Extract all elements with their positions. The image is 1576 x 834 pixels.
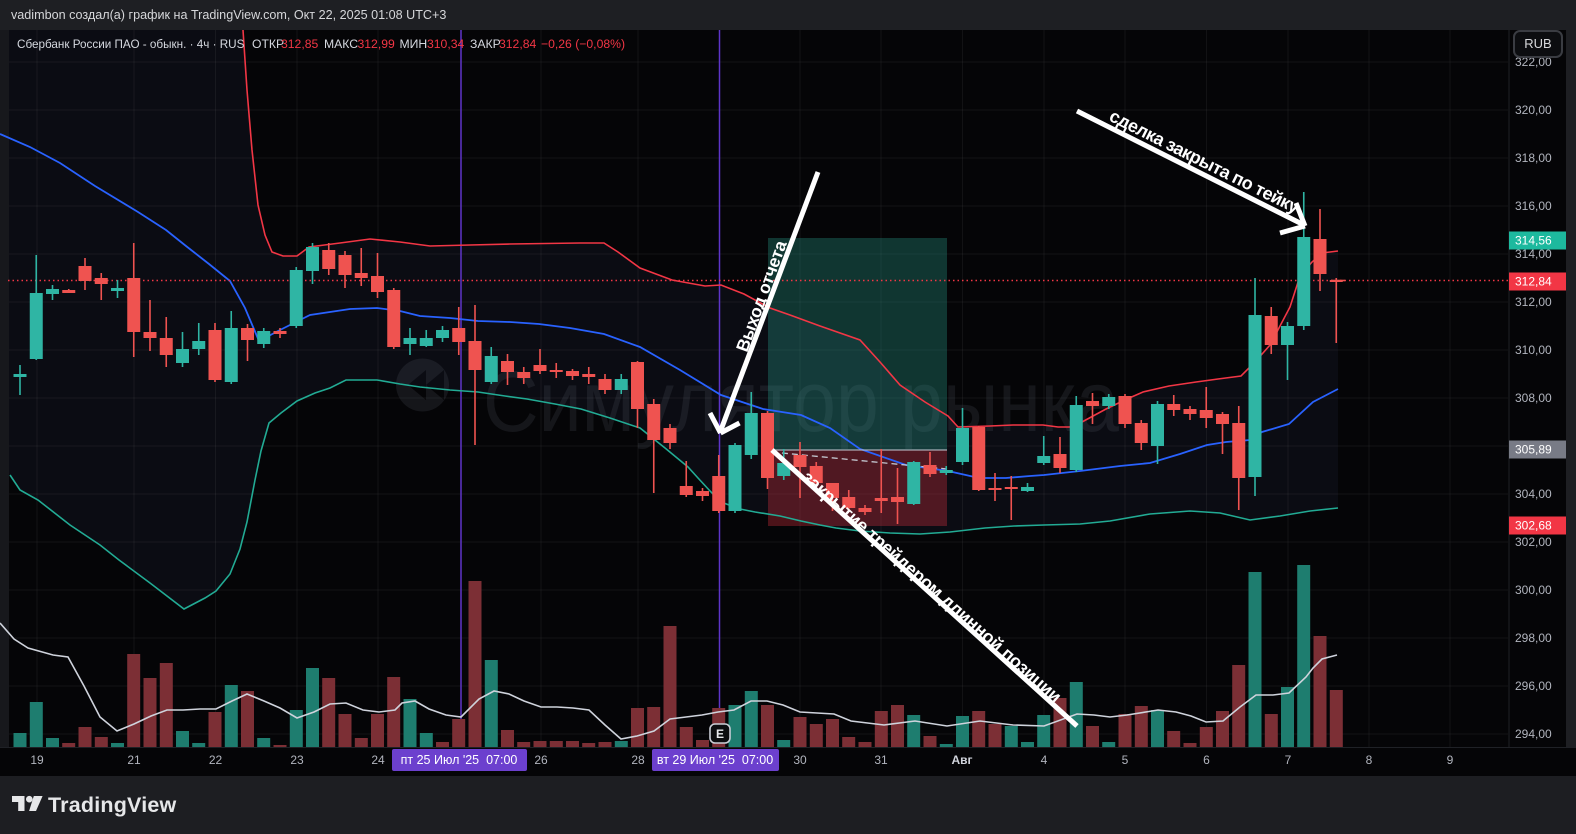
svg-text:302,68: 302,68 — [1515, 519, 1552, 533]
svg-text:308,00: 308,00 — [1515, 391, 1552, 405]
svg-text:312,84: 312,84 — [499, 37, 536, 51]
svg-text:28: 28 — [631, 753, 645, 767]
svg-text:294,00: 294,00 — [1515, 727, 1552, 741]
svg-text:E: E — [716, 727, 724, 741]
svg-text:23: 23 — [290, 753, 304, 767]
svg-text:ОТКР: ОТКР — [252, 37, 284, 51]
svg-text:5: 5 — [1122, 753, 1129, 767]
svg-text:21: 21 — [127, 753, 141, 767]
svg-text:26: 26 — [534, 753, 548, 767]
svg-text:6: 6 — [1203, 753, 1210, 767]
svg-text:30: 30 — [793, 753, 807, 767]
svg-text:Авг: Авг — [951, 753, 972, 767]
svg-text:RUB: RUB — [1524, 36, 1551, 51]
svg-text:пт 25 Июл '25 07:00: пт 25 Июл '25 07:00 — [401, 753, 518, 767]
svg-text:310,00: 310,00 — [1515, 343, 1552, 357]
svg-text:вт 29 Июл '25 07:00: вт 29 Июл '25 07:00 — [657, 753, 773, 767]
svg-text:314,56: 314,56 — [1515, 234, 1552, 248]
svg-text:22: 22 — [209, 753, 223, 767]
svg-text:312,85: 312,85 — [281, 37, 318, 51]
svg-text:316,00: 316,00 — [1515, 199, 1552, 213]
svg-text:8: 8 — [1366, 753, 1373, 767]
svg-text:298,00: 298,00 — [1515, 631, 1552, 645]
svg-text:296,00: 296,00 — [1515, 679, 1552, 693]
svg-text:300,00: 300,00 — [1515, 583, 1552, 597]
svg-text:24: 24 — [371, 753, 385, 767]
svg-text:9: 9 — [1447, 753, 1454, 767]
svg-text:310,34: 310,34 — [427, 37, 464, 51]
svg-text:312,00: 312,00 — [1515, 295, 1552, 309]
svg-text:312,84: 312,84 — [1515, 275, 1552, 289]
svg-text:314,00: 314,00 — [1515, 247, 1552, 261]
svg-text:318,00: 318,00 — [1515, 151, 1552, 165]
svg-text:320,00: 320,00 — [1515, 103, 1552, 117]
svg-text:312,99: 312,99 — [358, 37, 395, 51]
svg-text:19: 19 — [30, 753, 44, 767]
svg-text:TradingView: TradingView — [48, 793, 177, 817]
svg-text:7: 7 — [1285, 753, 1292, 767]
svg-text:322,00: 322,00 — [1515, 55, 1552, 69]
svg-text:МИН: МИН — [400, 37, 428, 51]
svg-text:4: 4 — [1041, 753, 1048, 767]
svg-text:МАКС: МАКС — [324, 37, 358, 51]
svg-text:31: 31 — [874, 753, 888, 767]
svg-text:−0,26 (−0,08%): −0,26 (−0,08%) — [541, 37, 625, 51]
svg-text:Сбербанк России ПАО - обыкн. ·: Сбербанк России ПАО - обыкн. · 4ч · RUS — [17, 38, 245, 51]
svg-text:302,00: 302,00 — [1515, 535, 1552, 549]
svg-text:305,89: 305,89 — [1515, 443, 1552, 457]
svg-text:ЗАКР: ЗАКР — [470, 37, 501, 51]
svg-text:304,00: 304,00 — [1515, 487, 1552, 501]
svg-text:vadimbon создал(а) график на T: vadimbon создал(а) график на TradingView… — [11, 8, 446, 22]
